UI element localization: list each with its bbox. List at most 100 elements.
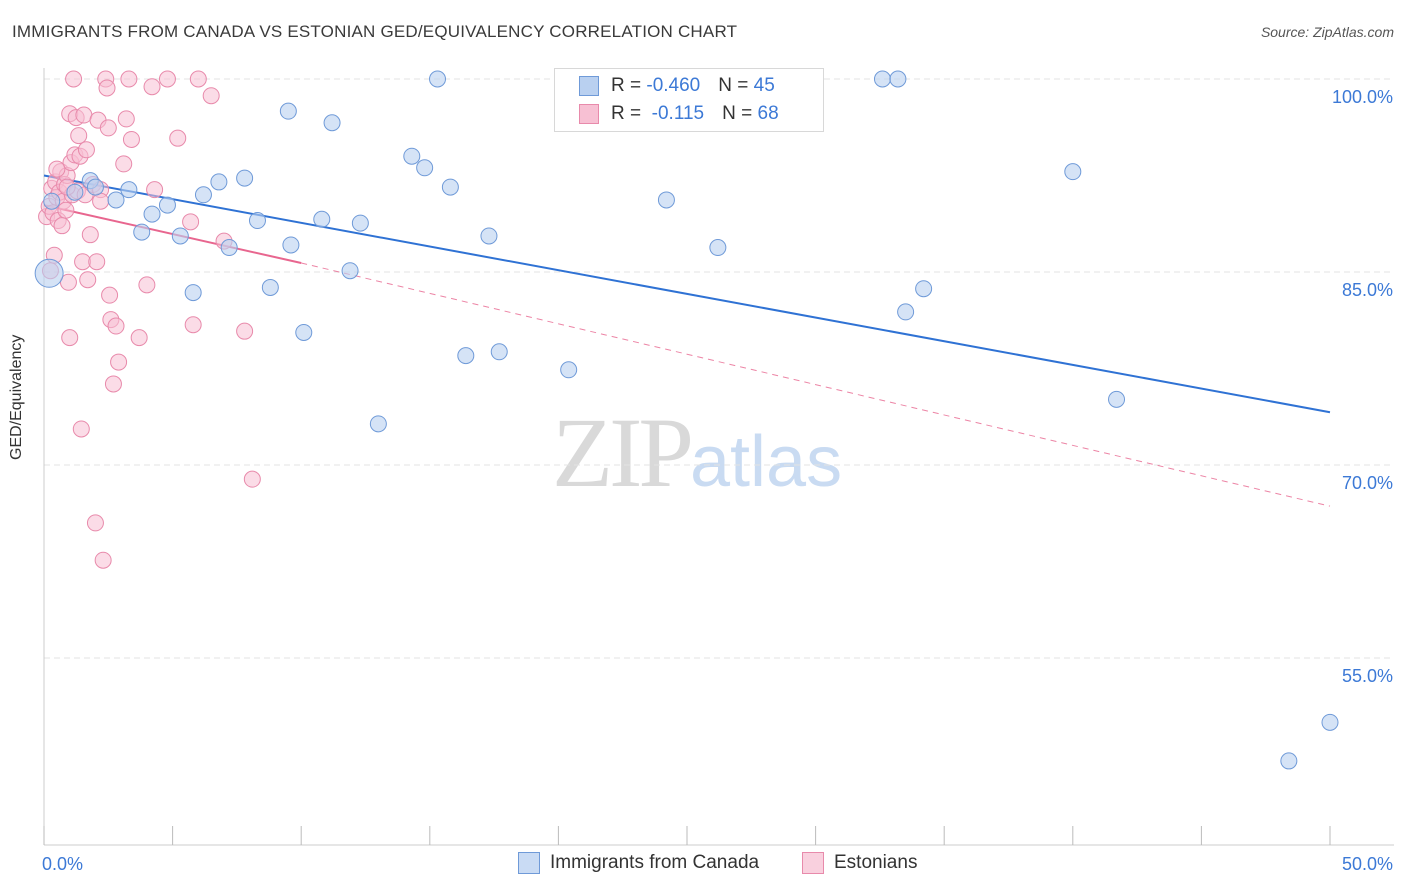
estonians-point bbox=[236, 322, 254, 340]
canada-point bbox=[873, 70, 891, 88]
canada-point bbox=[248, 212, 266, 230]
estonians-point bbox=[143, 78, 161, 96]
estonians-point bbox=[182, 213, 200, 231]
estonians-point bbox=[130, 329, 148, 347]
x-tick-label: 0.0% bbox=[42, 854, 83, 874]
estonians-point bbox=[146, 181, 164, 199]
n-value: 68 bbox=[757, 103, 779, 124]
watermark-atlas: atlas bbox=[690, 422, 843, 502]
r-label: R = bbox=[611, 75, 647, 96]
canada-point bbox=[1280, 752, 1298, 770]
canada-point bbox=[133, 223, 151, 241]
r-value: -0.460 bbox=[646, 75, 701, 96]
source-label: Source: ZipAtlas.com bbox=[1260, 24, 1394, 40]
stats-row-canada: R = -0.460 N = 45 bbox=[579, 75, 775, 97]
trend-lines bbox=[43, 174, 1331, 507]
canada-point bbox=[236, 169, 254, 187]
canada-point bbox=[43, 192, 61, 210]
canada-point bbox=[1108, 390, 1126, 408]
estonians-point bbox=[169, 129, 187, 147]
estonians-point bbox=[92, 192, 110, 210]
watermark-zip: ZIP bbox=[552, 397, 694, 508]
canada-point bbox=[341, 262, 359, 280]
estonians-point bbox=[99, 119, 117, 137]
canada-point bbox=[457, 347, 475, 365]
y-tick-label: 85.0% bbox=[1342, 280, 1393, 300]
canada-point bbox=[403, 147, 421, 165]
y-tick-label: 70.0% bbox=[1342, 473, 1393, 493]
canada-point bbox=[490, 343, 508, 361]
estonians-point bbox=[104, 375, 122, 393]
r-label: R = bbox=[611, 103, 647, 124]
canada-swatch bbox=[579, 76, 599, 96]
n-label: N = bbox=[718, 75, 754, 96]
canada-point bbox=[86, 178, 104, 196]
y-tick-label: 55.0% bbox=[1342, 666, 1393, 686]
canada-point bbox=[369, 415, 387, 433]
canada-point bbox=[560, 361, 578, 379]
estonians-point bbox=[184, 316, 202, 334]
canada-point bbox=[143, 205, 161, 223]
canada-point bbox=[295, 323, 313, 341]
estonians-point bbox=[75, 106, 93, 124]
n-value: 45 bbox=[753, 75, 775, 96]
canada-point bbox=[416, 159, 434, 177]
tick-labels: 55.0% 70.0% 85.0% 100.0% 0.0% 50.0% bbox=[42, 87, 1393, 874]
canada-point bbox=[313, 210, 331, 228]
legend-item-canada[interactable]: Immigrants from Canada bbox=[518, 852, 759, 874]
axes bbox=[43, 68, 1394, 846]
estonians-point bbox=[77, 141, 95, 159]
canada-swatch bbox=[518, 852, 540, 874]
canada-point bbox=[282, 236, 300, 254]
canada-point bbox=[158, 196, 176, 214]
canada-point bbox=[66, 183, 84, 201]
canada-point bbox=[657, 191, 675, 209]
estonians-point bbox=[79, 271, 97, 289]
estonians-point bbox=[86, 514, 104, 532]
estonians-point bbox=[117, 110, 135, 128]
canada-point bbox=[897, 303, 915, 321]
estonians-point bbox=[122, 130, 140, 148]
canada-point bbox=[184, 284, 202, 302]
legend-label: Immigrants from Canada bbox=[550, 852, 760, 873]
estonians-point bbox=[202, 87, 220, 105]
n-label: N = bbox=[722, 103, 758, 124]
estonians-point bbox=[57, 201, 75, 219]
canada-point bbox=[889, 70, 907, 88]
canada-point bbox=[107, 191, 125, 209]
canada-point bbox=[351, 214, 369, 232]
estonians-point bbox=[138, 276, 156, 294]
estonians-swatch bbox=[579, 104, 599, 124]
estonians-point bbox=[70, 127, 88, 145]
canada-point bbox=[171, 227, 189, 245]
estonians-point bbox=[88, 253, 106, 271]
estonians-point bbox=[53, 217, 71, 235]
chart-title: IMMIGRANTS FROM CANADA VS ESTONIAN GED/E… bbox=[12, 22, 738, 41]
canada-trend-line bbox=[43, 174, 1331, 414]
canada-point bbox=[429, 70, 447, 88]
canada-point bbox=[915, 280, 933, 298]
canada-point bbox=[279, 102, 297, 120]
estonians-swatch bbox=[802, 852, 824, 874]
canada-point bbox=[1064, 163, 1082, 181]
estonians-point bbox=[94, 551, 112, 569]
grid-lines bbox=[44, 78, 1394, 659]
legend-item-estonians[interactable]: Estonians bbox=[802, 852, 917, 874]
canada-point bbox=[709, 239, 727, 257]
canada-point bbox=[34, 258, 64, 288]
canada-point bbox=[261, 278, 279, 296]
estonians-point bbox=[74, 253, 92, 271]
canada-point bbox=[194, 186, 212, 204]
canada-point bbox=[441, 178, 459, 196]
canada-point bbox=[1321, 713, 1339, 731]
stats-row-estonians: R = -0.115 N = 68 bbox=[579, 103, 779, 125]
estonians-point bbox=[115, 155, 133, 173]
estonians-point bbox=[189, 70, 207, 88]
y-tick-label: 100.0% bbox=[1332, 87, 1393, 107]
x-tick-label: 50.0% bbox=[1342, 854, 1393, 874]
canada-point bbox=[480, 227, 498, 245]
canada-point bbox=[210, 173, 228, 191]
stats-legend: R = -0.460 N = 45 R = -0.115 N = 68 bbox=[554, 68, 824, 132]
legend-label: Estonians bbox=[834, 852, 918, 873]
